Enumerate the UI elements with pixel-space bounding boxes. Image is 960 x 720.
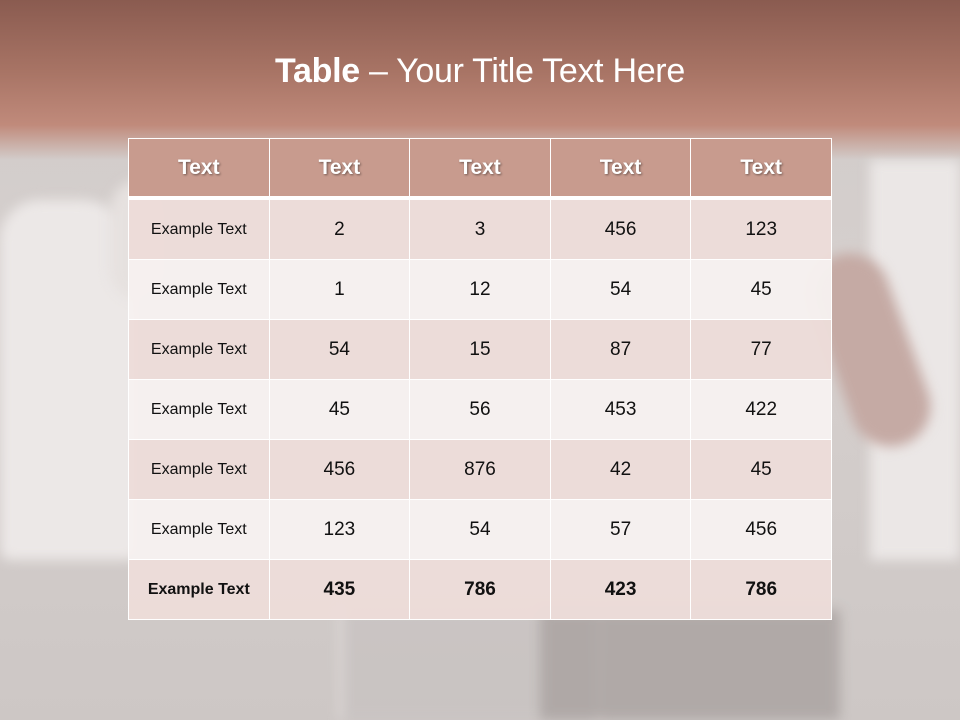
value-cell: 12 — [409, 259, 551, 320]
value-cell: 1 — [268, 259, 411, 320]
row-label-cell: Example Text — [128, 319, 270, 380]
value-cell: 56 — [409, 379, 551, 440]
value-cell: 123 — [268, 499, 411, 560]
row-label-cell: Example Text — [128, 379, 270, 440]
slide-title: Table – Your Title Text Here — [0, 52, 960, 91]
value-cell: 45 — [690, 439, 832, 500]
row-label-cell: Example Text — [128, 499, 270, 560]
data-table: Text Text Text Text Text Example Text 2 3 456 12… — [128, 138, 832, 620]
row-label-cell: Example Text — [128, 259, 270, 320]
value-cell: 3 — [409, 197, 551, 260]
value-cell: 57 — [549, 499, 692, 560]
table-row: Example Text 1 12 54 45 — [128, 259, 832, 320]
column-header: Text — [268, 138, 411, 200]
table-row: Example Text 123 54 57 456 — [128, 499, 832, 560]
value-cell: 54 — [268, 319, 411, 380]
slide-title-rest: – Your Title Text Here — [359, 52, 685, 90]
title-band — [0, 0, 960, 160]
value-cell: 45 — [268, 379, 411, 440]
value-cell: 453 — [549, 379, 692, 440]
column-header: Text — [128, 138, 270, 200]
background-photo-dark-area — [540, 610, 840, 720]
value-cell: 876 — [409, 439, 551, 500]
value-cell: 456 — [549, 197, 692, 260]
column-header: Text — [409, 138, 551, 200]
row-label-cell: Example Text — [128, 197, 270, 260]
table-row: Example Text 45 56 453 422 — [128, 379, 832, 440]
table-row: Example Text 456 876 42 45 — [128, 439, 832, 500]
column-header: Text — [549, 138, 692, 200]
value-cell: 456 — [268, 439, 411, 500]
value-cell: 423 — [549, 559, 692, 620]
value-cell: 54 — [409, 499, 551, 560]
value-cell: 422 — [690, 379, 832, 440]
table-total-row: Example Text 435 786 423 786 — [128, 559, 832, 620]
value-cell: 786 — [690, 559, 832, 620]
table-row: Example Text 2 3 456 123 — [128, 197, 832, 260]
value-cell: 45 — [690, 259, 832, 320]
column-header: Text — [690, 138, 832, 200]
value-cell: 456 — [690, 499, 832, 560]
table-header-row: Text Text Text Text Text — [128, 138, 832, 200]
table-row: Example Text 54 15 87 77 — [128, 319, 832, 380]
value-cell: 2 — [268, 197, 411, 260]
value-cell: 786 — [409, 559, 551, 620]
value-cell: 435 — [268, 559, 411, 620]
value-cell: 42 — [549, 439, 692, 500]
value-cell: 123 — [690, 197, 832, 260]
value-cell: 54 — [549, 259, 692, 320]
value-cell: 87 — [549, 319, 692, 380]
slide-title-bold: Table — [275, 52, 360, 90]
row-label-cell: Example Text — [128, 559, 270, 620]
value-cell: 77 — [690, 319, 832, 380]
row-label-cell: Example Text — [128, 439, 270, 500]
value-cell: 15 — [409, 319, 551, 380]
